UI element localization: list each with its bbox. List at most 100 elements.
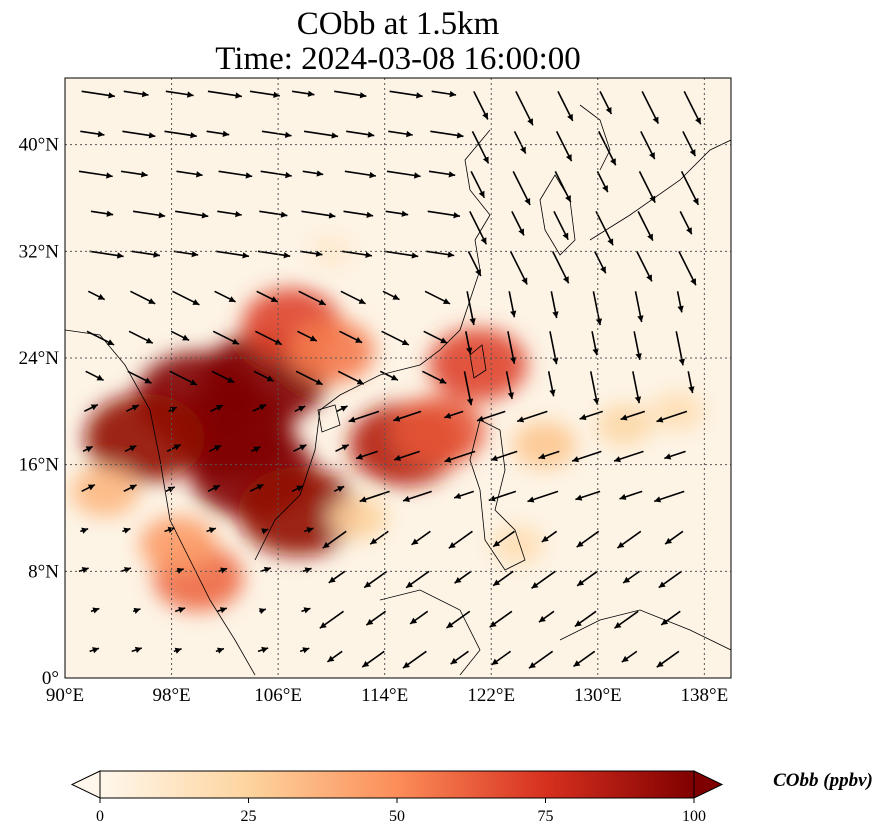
wind-arrowhead: [686, 227, 692, 235]
wind-arrowhead: [617, 541, 625, 549]
wind-arrowhead: [469, 318, 476, 325]
wind-arrowhead: [359, 496, 367, 503]
wind-arrowhead: [306, 527, 314, 534]
wind-arrowhead: [322, 541, 330, 549]
wind-arrowhead: [141, 90, 149, 98]
wind-arrowhead: [153, 251, 160, 258]
colorbar-tick-label: 100: [682, 808, 706, 825]
wind-arrowhead: [410, 617, 418, 624]
wind-arrowhead: [658, 581, 666, 588]
wind-arrowhead: [85, 446, 93, 453]
wind-arrowhead: [527, 496, 535, 503]
wind-arrowhead: [327, 655, 335, 662]
wind-arrowhead: [369, 171, 376, 179]
wind-arrowhead: [235, 210, 242, 218]
wind-arrowhead: [178, 606, 186, 614]
wind-arrowhead: [567, 113, 573, 121]
wind-arrowhead: [647, 233, 653, 241]
wind-arrowhead: [664, 453, 672, 460]
wind-arrowhead: [97, 293, 105, 300]
wind-arrowhead: [370, 538, 378, 545]
wind-arrowhead: [227, 376, 235, 383]
wind-arrowhead: [307, 90, 315, 97]
wind-arrowhead: [140, 171, 148, 178]
wind-arrowhead: [489, 620, 497, 628]
concentration-blob: [139, 516, 217, 574]
wind-arrowhead: [87, 484, 95, 491]
colorbar-tick-label: 25: [241, 808, 257, 825]
wind-arrowhead: [302, 647, 310, 654]
wind-arrowhead: [108, 92, 115, 99]
wind-arrowhead: [148, 132, 156, 139]
wind-arrowhead: [688, 386, 695, 394]
wind-arrowhead: [453, 212, 460, 219]
wind-arrowhead: [413, 172, 421, 179]
wind-arrowhead: [214, 445, 222, 452]
wind-arrowhead: [454, 492, 462, 499]
wind-arrowhead: [81, 527, 89, 534]
wind-arrowhead: [475, 269, 481, 277]
wind-arrowhead: [448, 542, 456, 549]
wind-arrowhead: [96, 374, 104, 381]
wind-arrowhead: [490, 455, 498, 462]
wind-arrowhead: [572, 456, 580, 463]
wind-arrowhead: [454, 576, 462, 584]
wind-arrowhead: [690, 278, 696, 286]
wind-arrowhead: [212, 485, 220, 491]
wind-arrow: [678, 250, 697, 286]
longitude-tick-label: 98°E: [152, 685, 190, 706]
wind-arrowhead: [677, 305, 684, 313]
latitude-tick-label: 40°N: [19, 135, 60, 156]
wind-arrowhead: [649, 195, 656, 203]
wind-arrowhead: [577, 579, 585, 586]
longitude-tick-label: 90°E: [46, 685, 84, 706]
wind-arrowhead: [190, 132, 197, 139]
wind-arrowhead: [573, 660, 581, 667]
wind-arrowhead: [106, 210, 114, 217]
wind-arrowhead: [116, 252, 124, 259]
wind-arrowhead: [665, 537, 673, 545]
wind-arrowhead: [217, 647, 224, 654]
wind-arrowhead: [261, 646, 269, 653]
wind-arrowhead: [510, 356, 517, 364]
wind-arrowhead: [283, 252, 291, 259]
wind-arrowhead: [81, 567, 89, 574]
wind-arrowhead: [191, 250, 199, 258]
wind-arrowhead: [549, 389, 556, 397]
wind-arrowhead: [303, 607, 311, 614]
wind-arrowhead: [393, 415, 401, 422]
wind-arrowhead: [592, 348, 599, 356]
colorbar-tick-label: 0: [96, 808, 104, 825]
wind-arrowhead: [270, 296, 278, 302]
wind-arrowhead: [219, 607, 227, 614]
wind-arrowhead: [92, 647, 100, 654]
wind-arrowhead: [656, 660, 664, 668]
wind-arrowhead: [482, 156, 489, 164]
wind-arrowhead: [318, 299, 326, 305]
wind-arrowhead: [299, 444, 307, 451]
latitude-axis: 0° 8°N 16°N 24°N 32°N 40°N: [19, 135, 60, 689]
latitude-tick-label: 24°N: [19, 348, 60, 369]
latitude-tick-label: 32°N: [19, 241, 60, 262]
wind-arrowhead: [216, 405, 224, 411]
wind-arrowhead: [562, 276, 569, 284]
concentration-blob: [596, 403, 653, 446]
wind-arrowhead: [528, 662, 536, 669]
wind-arrowhead: [174, 647, 182, 654]
wind-arrow: [512, 170, 531, 206]
colorbar-tick-label: 50: [389, 808, 405, 825]
wind-arrowhead: [439, 377, 447, 384]
concentration-blob: [512, 421, 577, 469]
wind-arrowhead: [482, 112, 488, 120]
wind-arrowhead: [520, 146, 526, 154]
wind-arrowhead: [575, 494, 583, 501]
wind-arrowhead: [222, 130, 230, 137]
map-title: CObb at 1.5km: [296, 6, 500, 42]
wind-arrowhead: [402, 661, 410, 669]
wind-arrowhead: [366, 211, 374, 218]
wind-arrowhead: [623, 576, 631, 584]
wind-arrowhead: [646, 274, 652, 282]
wind-arrowhead: [366, 618, 374, 626]
wind-arrowhead: [274, 338, 282, 345]
wind-arrowhead: [448, 171, 456, 178]
